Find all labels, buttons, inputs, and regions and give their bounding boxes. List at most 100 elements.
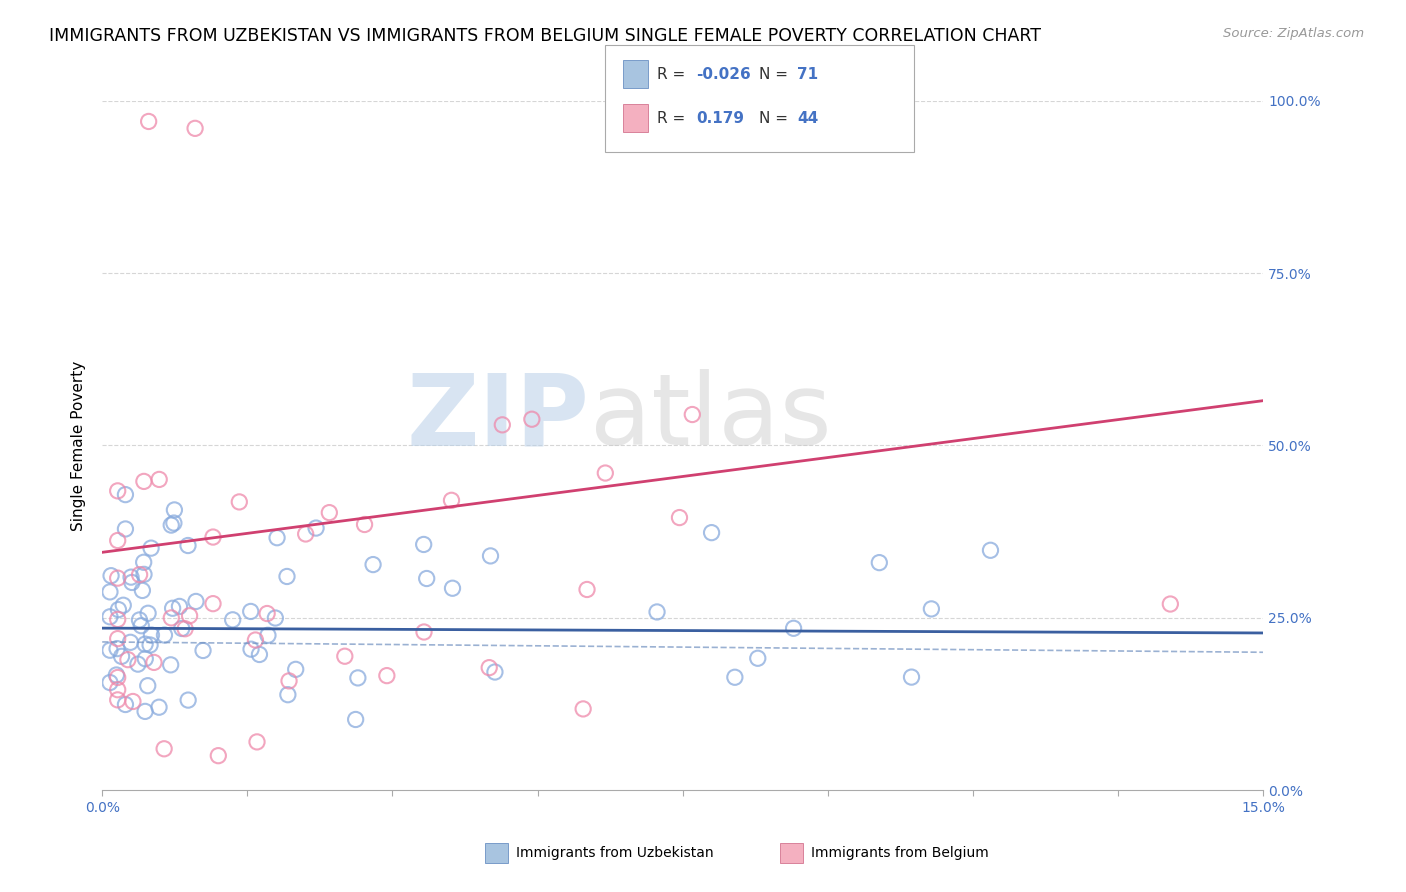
Point	[520, 412, 543, 426]
Point	[114, 698, 136, 712]
Point	[107, 671, 129, 685]
Point	[595, 466, 617, 480]
Point	[121, 575, 143, 590]
Point	[132, 555, 155, 569]
Point	[207, 748, 229, 763]
Point	[98, 585, 121, 599]
Point	[747, 651, 769, 665]
Point	[98, 643, 121, 657]
Point	[441, 581, 464, 595]
Text: ZIP: ZIP	[406, 369, 591, 467]
Point	[107, 693, 129, 707]
Point	[107, 612, 129, 626]
Point	[202, 530, 225, 544]
Point	[142, 656, 165, 670]
Point	[305, 521, 328, 535]
Point	[239, 604, 262, 618]
Text: N =: N =	[759, 111, 793, 126]
Point	[333, 649, 356, 664]
Text: -0.026: -0.026	[696, 67, 751, 81]
Point	[120, 570, 142, 584]
Point	[179, 608, 201, 623]
Point	[1159, 597, 1181, 611]
Point	[163, 503, 186, 517]
Point	[160, 518, 183, 533]
Point	[257, 628, 280, 642]
Point	[136, 607, 159, 621]
Point	[353, 517, 375, 532]
Point	[246, 735, 269, 749]
Text: 44: 44	[797, 111, 818, 126]
Point	[163, 516, 186, 530]
Point	[318, 506, 340, 520]
Point	[105, 641, 128, 656]
Point	[782, 621, 804, 635]
Point	[868, 556, 890, 570]
Point	[107, 533, 129, 548]
Text: 0.179: 0.179	[696, 111, 744, 126]
Point	[148, 472, 170, 486]
Point	[344, 713, 367, 727]
Point	[114, 522, 136, 536]
Point	[139, 638, 162, 652]
Point	[122, 694, 145, 708]
Point	[170, 622, 193, 636]
Point	[105, 668, 128, 682]
Point	[276, 569, 298, 583]
Text: Immigrants from Uzbekistan: Immigrants from Uzbekistan	[516, 846, 714, 860]
Text: R =: R =	[657, 67, 690, 81]
Point	[184, 594, 207, 608]
Point	[724, 670, 747, 684]
Y-axis label: Single Female Poverty: Single Female Poverty	[72, 360, 86, 531]
Text: IMMIGRANTS FROM UZBEKISTAN VS IMMIGRANTS FROM BELGIUM SINGLE FEMALE POVERTY CORR: IMMIGRANTS FROM UZBEKISTAN VS IMMIGRANTS…	[49, 27, 1042, 45]
Point	[107, 483, 129, 498]
Point	[177, 693, 200, 707]
Text: R =: R =	[657, 111, 690, 126]
Point	[478, 661, 501, 675]
Point	[228, 495, 250, 509]
Point	[162, 601, 184, 615]
Point	[278, 673, 301, 688]
Point	[134, 705, 156, 719]
Point	[245, 633, 267, 648]
Point	[412, 537, 434, 551]
Point	[284, 662, 307, 676]
Point	[136, 679, 159, 693]
Point	[264, 611, 287, 625]
Point	[668, 510, 690, 524]
Point	[266, 531, 288, 545]
Point	[120, 635, 142, 649]
Point	[277, 688, 299, 702]
Point	[141, 628, 163, 642]
Point	[479, 549, 502, 563]
Point	[153, 741, 176, 756]
Point	[645, 605, 668, 619]
Point	[169, 599, 191, 614]
Point	[415, 572, 437, 586]
Point	[112, 599, 135, 613]
Point	[128, 567, 150, 582]
Point	[107, 571, 129, 585]
Point	[440, 493, 463, 508]
Point	[347, 671, 370, 685]
Point	[100, 568, 122, 582]
Text: Immigrants from Belgium: Immigrants from Belgium	[811, 846, 988, 860]
Point	[131, 583, 153, 598]
Point	[110, 649, 132, 664]
Point	[128, 613, 150, 627]
Point	[979, 543, 1001, 558]
Point	[107, 602, 129, 616]
Point	[148, 700, 170, 714]
Point	[240, 642, 263, 657]
Point	[184, 121, 207, 136]
Point	[107, 632, 129, 646]
Point	[375, 668, 398, 682]
Point	[107, 682, 129, 697]
Point	[114, 488, 136, 502]
Point	[117, 653, 139, 667]
Point	[134, 637, 156, 651]
Point	[127, 657, 149, 672]
Point	[159, 657, 181, 672]
Point	[134, 652, 156, 666]
Point	[160, 611, 183, 625]
